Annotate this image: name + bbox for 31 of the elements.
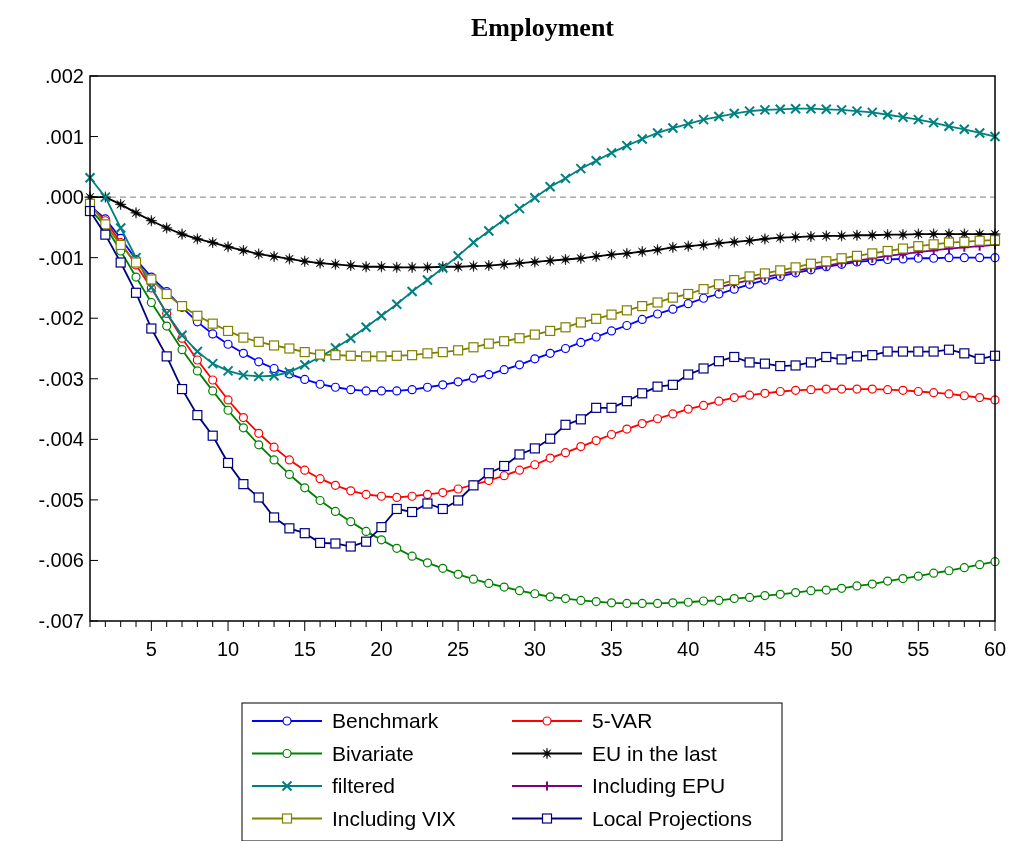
x-tick-label: 15 [293, 638, 316, 660]
x-tick-label: 25 [447, 638, 470, 660]
x-tick-label: 50 [830, 638, 853, 660]
chart-title: Employment [471, 13, 615, 42]
y-tick-label: -.005 [38, 488, 84, 511]
x-tick-label: 10 [216, 638, 240, 660]
x-tick-label: 60 [983, 638, 1007, 660]
x-tick-label: 55 [907, 638, 930, 660]
y-tick-label: .001 [45, 125, 84, 148]
x-tick-label: 35 [600, 638, 623, 660]
x-tick-label: 40 [677, 638, 700, 660]
y-tick-label: -.007 [38, 610, 84, 632]
legend-label: Bivariate [332, 741, 414, 765]
y-tick-label: -.006 [38, 549, 84, 572]
y-tick-label: -.002 [38, 307, 84, 330]
x-tick-label: 30 [523, 638, 546, 660]
y-tick-label: -.003 [38, 367, 84, 390]
x-tick-label: 20 [370, 638, 393, 660]
y-tick-label: .000 [45, 186, 84, 209]
y-tick-label: .002 [45, 65, 84, 87]
x-tick-label: 5 [145, 638, 157, 660]
legend-label: Including EPU [592, 774, 726, 798]
legend-label: filtered [332, 774, 396, 798]
y-tick-label: -.004 [38, 428, 84, 451]
x-tick-label: 45 [753, 638, 777, 660]
legend-label: Local Projections [592, 806, 752, 830]
legend-label: Including VIX [332, 806, 456, 830]
y-tick-label: -.001 [38, 246, 84, 269]
legend-label: EU in the last [592, 741, 718, 765]
legend-label: Benchmark [332, 709, 439, 733]
legend-label: 5-VAR [592, 709, 653, 733]
